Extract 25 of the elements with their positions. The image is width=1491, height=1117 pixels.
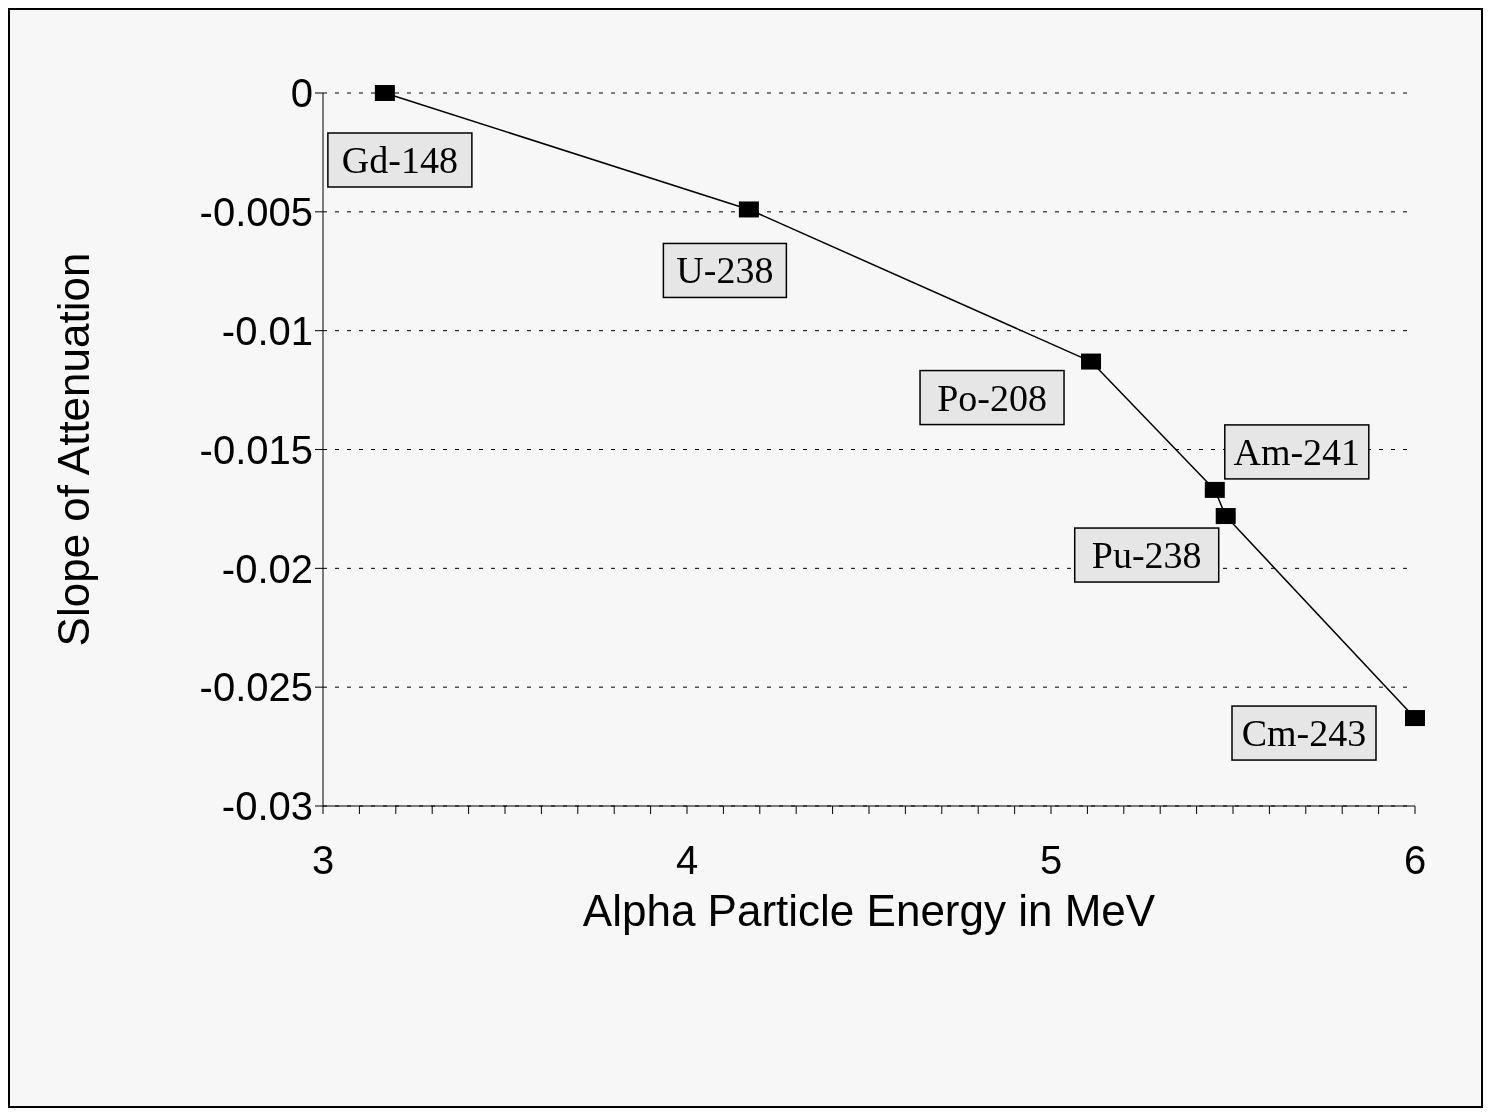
x-axis-title: Alpha Particle Energy in MeV (582, 886, 1156, 935)
y-tick-label: -0.005 (199, 190, 313, 235)
y-tick-label: -0.03 (221, 784, 313, 829)
y-tick-label: -0.025 (199, 665, 313, 710)
point (374, 85, 395, 101)
x-tick-label: 6 (1403, 838, 1427, 883)
point (738, 201, 759, 218)
y-axis-title: Slope of Attenuation (48, 252, 98, 647)
point (1204, 481, 1225, 498)
y-tick-label: -0.015 (199, 427, 313, 472)
y-tick-label: 0 (290, 71, 313, 116)
annotation: U-238 (676, 249, 774, 292)
y-tick-label: -0.02 (221, 546, 313, 591)
annotation: Gd-148 (341, 139, 458, 181)
annotation: Po-208 (937, 376, 1047, 419)
x-tick-label: 3 (311, 838, 335, 883)
annotation: Cm-243 (1241, 712, 1367, 755)
point (1405, 710, 1425, 727)
annotation: Am-241 (1233, 430, 1361, 473)
x-tick-label: 4 (675, 838, 699, 883)
annotation: Pu-238 (1091, 534, 1202, 577)
point (1215, 508, 1236, 525)
x-tick-label: 5 (1039, 838, 1063, 883)
point (1081, 353, 1102, 370)
y-tick-label: -0.01 (221, 308, 313, 353)
